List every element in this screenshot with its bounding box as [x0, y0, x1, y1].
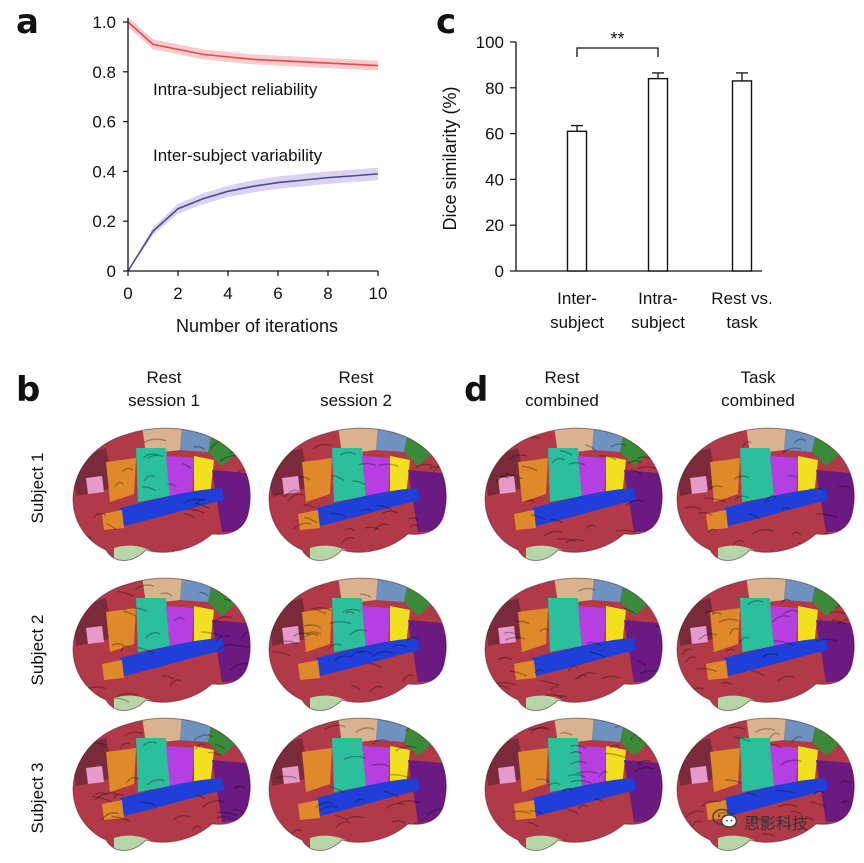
brain-surface-map — [62, 418, 258, 573]
y-tick-label: 1.0 — [92, 13, 116, 32]
y-tick-label: 20 — [485, 216, 504, 235]
panel-d-column-2: Task combined — [721, 368, 795, 410]
y-tick-label: 100 — [476, 33, 504, 52]
y-tick-label: 40 — [485, 170, 504, 189]
dice-bar-chart: 0 20 40 60 80 100 Dice similarity (%) Inter-sub… — [440, 29, 773, 332]
y-tick-label: 80 — [485, 79, 504, 98]
series-label-intra: Intra-subject reliability — [153, 80, 318, 99]
y-tick-label: 0.2 — [92, 212, 116, 231]
category-label: Inter- — [557, 289, 597, 308]
category-label: Intra- — [638, 289, 678, 308]
row-label-subject-1: Subject 1 — [28, 452, 47, 524]
row-label-subject-3: Subject 3 — [28, 762, 47, 834]
brain-surface-map — [258, 418, 454, 573]
panel-letter-a: a — [16, 2, 39, 42]
bar — [731, 80, 753, 272]
series-band-1 — [128, 167, 378, 271]
panel-letter-b: b — [16, 370, 41, 410]
brain-surface-map — [474, 708, 670, 863]
x-tick-label: 10 — [369, 284, 388, 303]
watermark-text: 思影科技 — [744, 815, 809, 833]
x-tick-label: 0 — [123, 284, 132, 303]
brain-surface-map — [666, 568, 862, 723]
brain-surface-map — [474, 418, 670, 573]
y-tick-label: 0.4 — [92, 162, 116, 181]
brain-surface-map — [258, 708, 454, 863]
panel-letter-c: c — [436, 2, 457, 42]
series-label-inter: Inter-subject variability — [153, 146, 323, 165]
x-tick-label: 8 — [323, 284, 332, 303]
y-tick-label: 0 — [107, 262, 116, 281]
category-label: Rest vs. — [711, 289, 772, 308]
bar — [566, 130, 588, 272]
iteration-line-chart: 0 0.2 0.4 0.6 0.8 1.0 0 2 4 6 8 10 Number of iterati… — [92, 13, 388, 336]
y-axis-label: Dice similarity (%) — [440, 87, 460, 231]
bar — [647, 77, 669, 272]
category-label: subject — [631, 313, 685, 332]
panel-d-column-1: Rest combined — [525, 368, 599, 410]
brain-surface-map — [666, 708, 862, 863]
wechat-icon — [712, 808, 738, 835]
series-line-0 — [127, 21, 379, 67]
brain-surface-map — [62, 708, 258, 863]
x-tick-label: 6 — [273, 284, 282, 303]
brain-surface-map — [258, 568, 454, 723]
brain-surface-map — [62, 568, 258, 723]
significance-label: ** — [610, 29, 624, 49]
x-tick-label: 2 — [173, 284, 182, 303]
x-tick-label: 4 — [223, 284, 232, 303]
category-label: task — [726, 313, 758, 332]
panel-b-column-2: Rest session 2 — [320, 368, 392, 410]
y-tick-label: 0 — [495, 262, 504, 281]
category-label: subject — [550, 313, 604, 332]
significance-bracket — [576, 47, 659, 57]
y-tick-label: 0.6 — [92, 113, 116, 132]
watermark: 思影科技 — [712, 808, 808, 835]
x-axis-label: Number of iterations — [176, 316, 338, 336]
series-line-1 — [127, 173, 379, 272]
panel-b-column-1: Rest session 1 — [128, 368, 200, 410]
panel-letter-d: d — [464, 370, 489, 410]
brain-surface-map — [666, 418, 862, 573]
brain-surface-map — [474, 568, 670, 723]
row-label-subject-2: Subject 2 — [28, 614, 47, 686]
series-band-0 — [128, 17, 378, 71]
y-tick-label: 0.8 — [92, 63, 116, 82]
y-tick-label: 60 — [485, 125, 504, 144]
